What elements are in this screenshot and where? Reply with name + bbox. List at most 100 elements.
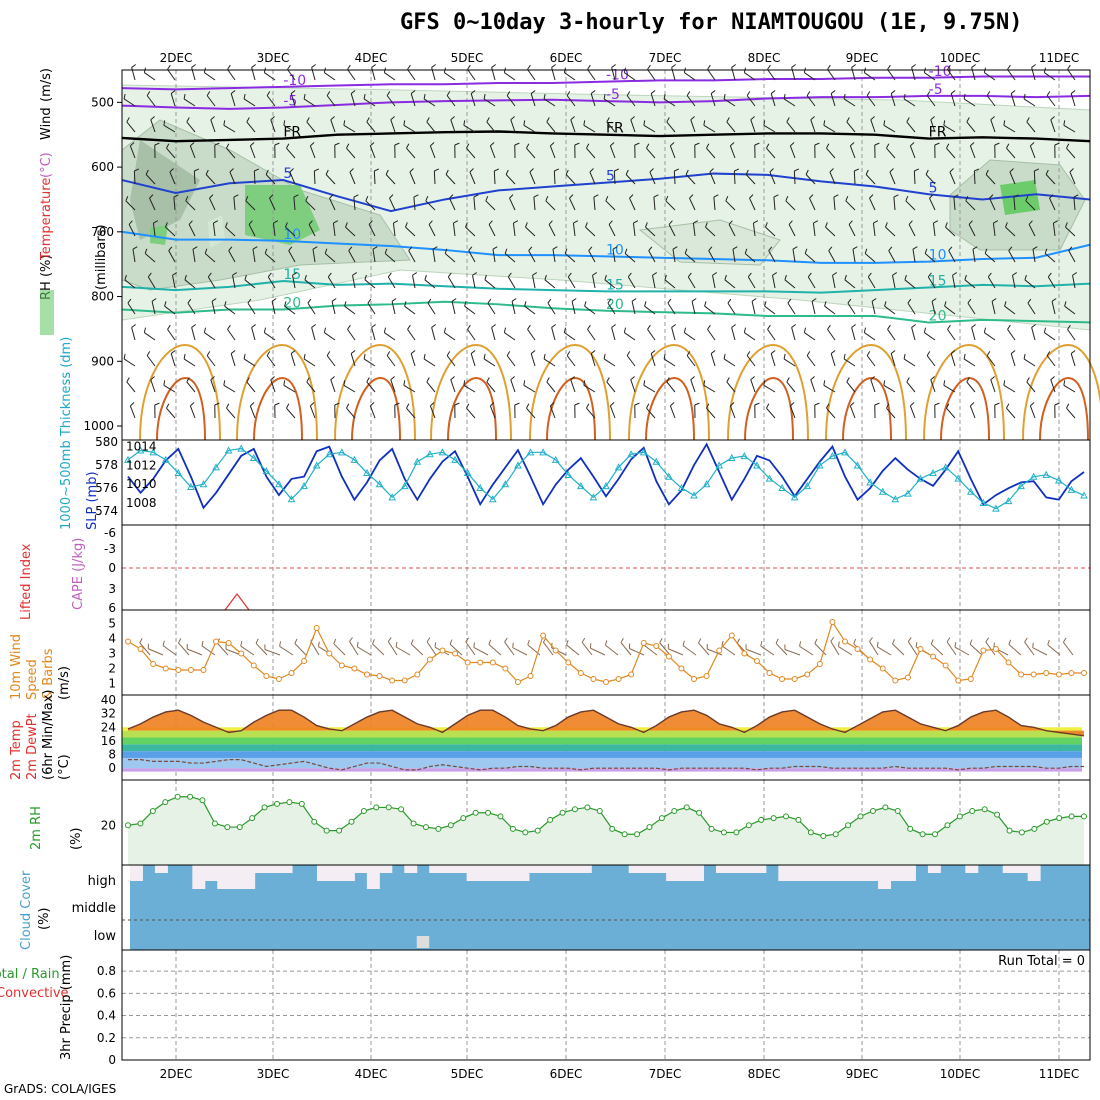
temp-contour (334, 343, 416, 441)
wind-barb (1046, 91, 1051, 96)
wind-barb (288, 250, 296, 263)
wind-barb (384, 332, 396, 341)
wind-barb (754, 142, 760, 146)
wind-barb (366, 117, 370, 123)
wind-barb (352, 275, 356, 289)
wind-barb (703, 380, 706, 386)
wind-barb (406, 407, 416, 419)
thickness-series-point (463, 468, 472, 476)
wind-barb (254, 168, 260, 172)
wind-barb (712, 272, 718, 276)
wind-barb (255, 642, 268, 656)
wind-barb (349, 637, 353, 642)
wind-barb (324, 72, 336, 81)
wind-barb (909, 145, 916, 159)
wind-barb (391, 298, 397, 302)
wind-barb (227, 64, 231, 70)
wind-barb (1032, 246, 1038, 250)
wind-barb (309, 405, 316, 419)
wind-barb (646, 147, 656, 159)
wind-barb (871, 298, 877, 302)
wind-barb (204, 332, 216, 341)
wind-barb (150, 376, 155, 381)
wind-barb (473, 647, 489, 656)
wind-barb (406, 143, 410, 149)
wind-barb (490, 402, 495, 407)
stability-tick-label: 0 (108, 561, 116, 575)
wind-barb (1026, 377, 1030, 383)
thickness-series-point (388, 493, 397, 501)
rh-series-point (919, 831, 926, 838)
wind-barb (394, 402, 400, 406)
wind-barb (1063, 124, 1076, 133)
wind-barb (968, 224, 976, 237)
wind-speed-series-point (741, 650, 748, 657)
wind-barb (874, 142, 880, 146)
wind-barb (1013, 197, 1016, 211)
wind-barb (149, 194, 154, 199)
wind-barb (893, 197, 896, 211)
wind-barb (444, 248, 448, 254)
x-tick-label-top: 10DEC (940, 51, 980, 65)
wind-barb (1031, 64, 1036, 68)
cloud-gap (429, 865, 443, 873)
wind-barb (567, 276, 576, 289)
wind-barb (804, 72, 816, 81)
wind-barb (530, 90, 536, 94)
wind-barb (468, 246, 473, 251)
y-tick-label: 900 (91, 354, 114, 368)
wind-tick-label: 4 (108, 632, 116, 646)
wind-barb (514, 142, 520, 146)
wind-barb (306, 381, 316, 393)
wind-speed-series-point (640, 640, 647, 646)
wind-barb (491, 64, 496, 68)
wind-barb (826, 407, 836, 419)
wind-barb (246, 381, 256, 393)
wind-barb (240, 645, 255, 656)
wind-barb (934, 402, 940, 406)
wind-barb (229, 168, 234, 173)
rh-series-point (497, 813, 504, 820)
rh-area-70 (1000, 180, 1040, 215)
wind-barb (347, 324, 351, 330)
wind-barb (190, 402, 195, 407)
wind-barb (851, 324, 856, 328)
wind-barb (467, 64, 471, 70)
wind-barb (466, 407, 476, 419)
wind-speed-series-point (753, 658, 760, 664)
wind-barb (672, 246, 678, 250)
wind-barb (1023, 98, 1036, 107)
rh-series-point (422, 824, 429, 831)
wind-barb (545, 200, 556, 211)
cloud-gap (728, 865, 742, 873)
wind-barb (864, 253, 876, 263)
wind-barb (205, 169, 209, 175)
wind-barb (533, 194, 539, 198)
wind-barb (643, 380, 646, 386)
thickness-series-point (136, 446, 145, 454)
wind-barb (883, 384, 896, 393)
precip-grid (175, 950, 1060, 1060)
wind-barb (592, 275, 596, 289)
thickness-series-point (966, 487, 975, 495)
rh-series-point (224, 824, 231, 831)
wind-barb (586, 403, 590, 409)
wind-barb (132, 249, 136, 263)
rh-series-point (137, 820, 144, 827)
wind-barb (587, 64, 591, 70)
temperature-tick-label: 32 (101, 707, 116, 721)
wind-barb (364, 274, 367, 280)
wind-speed-series-point (137, 646, 144, 652)
wind-barb (966, 377, 970, 383)
wind-barb (671, 67, 676, 81)
wind-barb (1066, 403, 1070, 409)
wind-barb (750, 379, 756, 393)
wind-barb (926, 355, 936, 367)
wind-barb (949, 168, 954, 173)
x-tick-label-bottom: 4DEC (355, 1067, 388, 1081)
wind-barb (169, 168, 174, 173)
wind-barb (630, 116, 635, 121)
footer-credit: GrADS: COLA/IGES (4, 1082, 117, 1096)
wind-speed-series-point (565, 659, 572, 666)
wind-barb (484, 274, 487, 280)
